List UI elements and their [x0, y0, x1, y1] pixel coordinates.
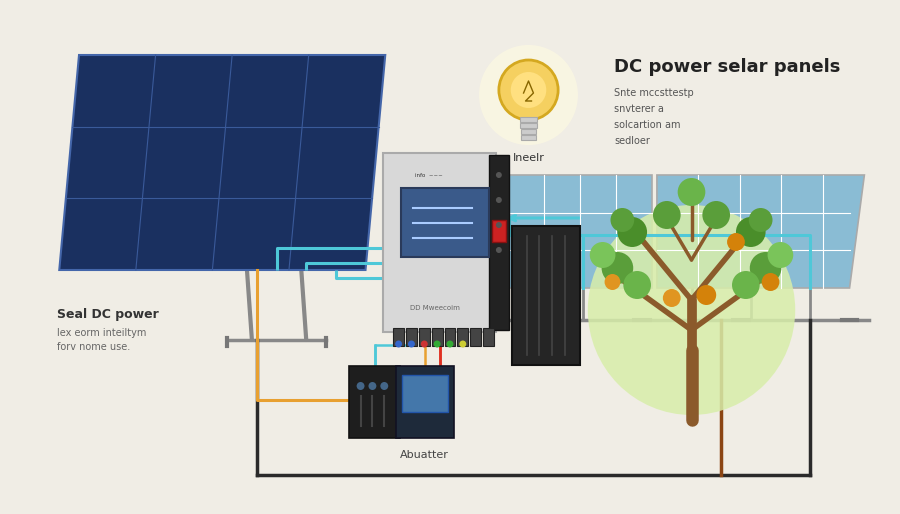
Bar	[520, 123, 537, 128]
Bar	[492, 220, 506, 242]
FancyBboxPatch shape	[383, 153, 496, 332]
Text: Snte mccsttestр: Snte mccsttestр	[615, 88, 694, 98]
Circle shape	[434, 340, 441, 347]
FancyBboxPatch shape	[401, 188, 489, 257]
Circle shape	[459, 340, 466, 347]
Text: solcartion am: solcartion am	[615, 120, 681, 130]
Circle shape	[617, 217, 647, 247]
Circle shape	[601, 252, 634, 284]
Text: sedloer: sedloer	[615, 136, 651, 146]
Circle shape	[588, 205, 796, 415]
Circle shape	[732, 271, 760, 299]
Bar	[519, 117, 537, 122]
Circle shape	[624, 271, 651, 299]
Text: lex eorm inteiltym: lex eorm inteiltym	[58, 328, 147, 338]
Circle shape	[727, 233, 745, 251]
FancyBboxPatch shape	[348, 366, 400, 438]
Circle shape	[368, 382, 376, 390]
Bar	[483, 328, 494, 346]
Circle shape	[702, 201, 730, 229]
Polygon shape	[59, 55, 385, 270]
Text: snvterer a: snvterer a	[615, 104, 664, 114]
Bar	[418, 328, 429, 346]
Bar	[520, 129, 536, 134]
FancyBboxPatch shape	[396, 366, 454, 438]
Bar	[521, 135, 535, 140]
Bar	[393, 328, 404, 346]
Circle shape	[678, 178, 706, 206]
Text: info  ~~~: info ~~~	[415, 173, 443, 178]
Circle shape	[663, 289, 680, 307]
Polygon shape	[472, 175, 652, 288]
Text: Abuatter: Abuatter	[400, 450, 449, 460]
Circle shape	[496, 172, 502, 178]
Circle shape	[750, 252, 781, 284]
Circle shape	[653, 201, 680, 229]
Circle shape	[749, 208, 772, 232]
Circle shape	[605, 274, 620, 290]
Circle shape	[761, 273, 779, 291]
Bar	[470, 328, 482, 346]
Circle shape	[496, 197, 502, 203]
Circle shape	[610, 208, 634, 232]
Circle shape	[510, 72, 546, 108]
Circle shape	[408, 340, 415, 347]
Circle shape	[590, 242, 616, 268]
Text: Ineelr: Ineelr	[513, 153, 544, 163]
Circle shape	[421, 340, 428, 347]
Circle shape	[381, 382, 388, 390]
Text: forv nome use.: forv nome use.	[58, 342, 130, 352]
Text: Seal DC power: Seal DC power	[58, 308, 159, 321]
Bar	[445, 328, 455, 346]
FancyBboxPatch shape	[402, 375, 448, 412]
Circle shape	[496, 222, 502, 228]
Circle shape	[736, 217, 766, 247]
Circle shape	[496, 247, 502, 253]
Bar	[489, 155, 508, 330]
Text: DC power selar panels: DC power selar panels	[615, 58, 841, 76]
Bar	[432, 328, 443, 346]
Circle shape	[479, 45, 578, 145]
Circle shape	[395, 340, 402, 347]
Circle shape	[768, 242, 793, 268]
Circle shape	[499, 60, 558, 120]
Circle shape	[356, 382, 365, 390]
Circle shape	[697, 285, 716, 305]
Polygon shape	[657, 175, 864, 288]
Bar	[457, 328, 468, 346]
FancyBboxPatch shape	[512, 226, 580, 365]
Text: DD Mweecoim: DD Mweecoim	[410, 305, 460, 311]
Circle shape	[446, 340, 454, 347]
Bar	[406, 328, 417, 346]
